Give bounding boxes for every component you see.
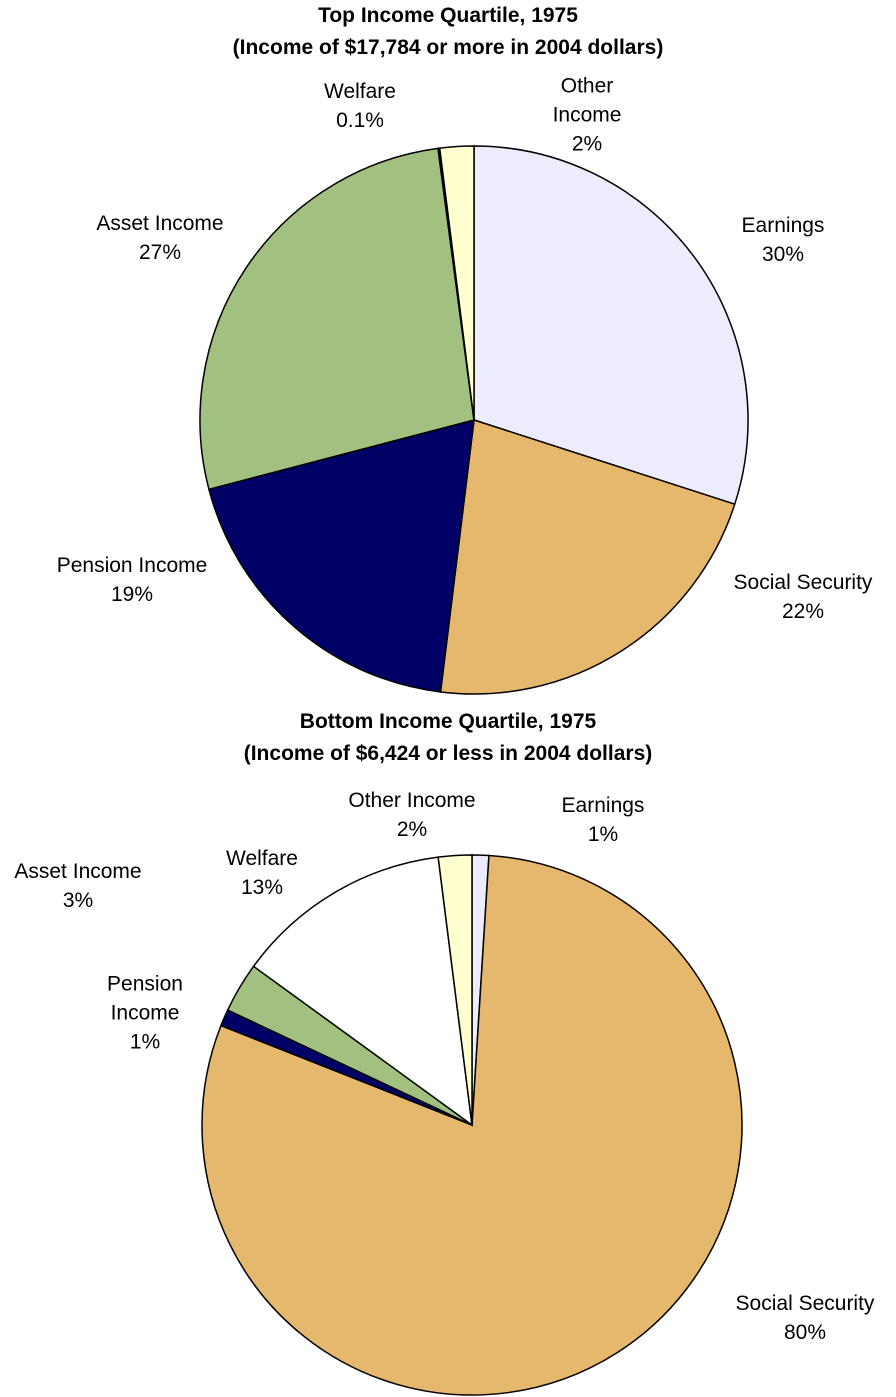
slice-name: Social Security bbox=[733, 571, 873, 594]
slice-name: Asset Income bbox=[96, 212, 224, 235]
slice-value: 13% bbox=[240, 876, 284, 899]
slice-name: Pension Income bbox=[56, 554, 208, 577]
slice-label: Social Security 80% bbox=[710, 1289, 896, 1347]
pie-slice bbox=[252, 856, 473, 1127]
slice-name: Asset Income bbox=[14, 860, 142, 883]
pie-slice bbox=[473, 145, 749, 506]
slice-label: Welfare 13% bbox=[212, 844, 312, 902]
slice-value: 19% bbox=[110, 583, 154, 606]
slice-name: Social Security bbox=[735, 1292, 875, 1315]
pie-slice bbox=[207, 418, 475, 693]
slice-value: 2% bbox=[571, 132, 603, 156]
pie-slice bbox=[199, 147, 475, 491]
slice-name: Earnings bbox=[561, 794, 645, 817]
slice-value: 80% bbox=[783, 1321, 827, 1344]
slice-label: Other Income 2% bbox=[542, 72, 632, 159]
slice-label: Earnings 30% bbox=[728, 211, 838, 269]
slice-value: 22% bbox=[781, 600, 825, 623]
slice-label: Social Security 22% bbox=[708, 568, 896, 626]
slice-value: 30% bbox=[761, 243, 805, 266]
slice-name: Welfare bbox=[226, 847, 298, 870]
slice-name: Other Income bbox=[348, 789, 476, 812]
slice-label: Other Income 2% bbox=[327, 786, 497, 844]
slice-name: Earnings bbox=[741, 214, 825, 237]
slice-value: 3% bbox=[62, 889, 94, 912]
slice-label: Asset Income 27% bbox=[75, 209, 245, 267]
slice-value: 2% bbox=[396, 818, 428, 841]
pie-slice bbox=[437, 854, 473, 1126]
chart-title: Bottom Income Quartile, 1975 bbox=[299, 710, 597, 733]
slice-name: Other Income bbox=[552, 74, 622, 127]
slice-value: 0.1% bbox=[336, 109, 384, 132]
chart-subtitle: (Income of $17,784 or more in 2004 dolla… bbox=[232, 36, 664, 59]
slice-name: Welfare bbox=[324, 80, 396, 103]
slice-label: Earnings 1% bbox=[548, 791, 658, 849]
slice-value: 1% bbox=[129, 1030, 161, 1054]
slice-label: Welfare 0.1% bbox=[315, 77, 405, 135]
chart-subtitle: (Income of $6,424 or less in 2004 dollar… bbox=[243, 742, 653, 765]
pie-slice bbox=[438, 145, 475, 421]
slice-name: Pension Income bbox=[107, 972, 183, 1025]
pie-slice bbox=[439, 419, 736, 695]
chart-title: Top Income Quartile, 1975 bbox=[318, 4, 578, 27]
slice-label: Asset Income 3% bbox=[0, 857, 163, 915]
slice-value: 27% bbox=[138, 241, 182, 264]
slice-label: Pension Income 19% bbox=[32, 551, 232, 609]
slice-value: 1% bbox=[587, 823, 619, 846]
slice-label: Pension Income 1% bbox=[95, 970, 195, 1057]
